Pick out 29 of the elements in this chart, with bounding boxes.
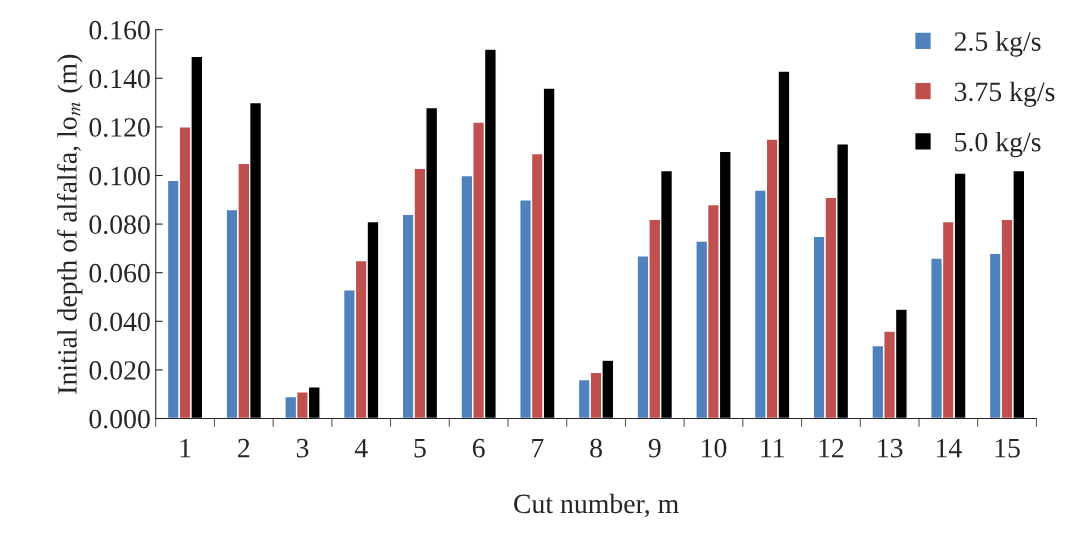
y-tick-label: 0.100: [89, 166, 150, 186]
y-tick-label: 0.080: [89, 215, 150, 235]
x-tick-label: 4: [354, 438, 368, 458]
x-tick-label: 9: [648, 438, 661, 458]
x-tick-label: 2: [238, 438, 250, 458]
y-axis-title: Initial depth of alfalfa, lo$_{m}$ (m): [56, 54, 83, 394]
y-tick-label: 0.160: [89, 20, 150, 40]
x-tick-label: 5: [414, 439, 426, 458]
x-tick-label: 8: [590, 438, 602, 458]
x-tick-label: 3: [296, 438, 309, 458]
y-tick-label: 0.000: [89, 409, 150, 429]
y-tick-label: 0.120: [89, 118, 150, 137]
x-tick-label: 15: [995, 438, 1020, 458]
y-tick-label: 0.040: [89, 312, 150, 332]
x-tick-label: 14: [936, 438, 962, 458]
x-tick-label: 12: [819, 438, 844, 458]
x-tick-label: 13: [878, 438, 903, 458]
y-tick-label: 0.060: [89, 263, 150, 283]
x-axis-title: Cut number, m: [514, 493, 679, 518]
x-tick-label: 1: [180, 438, 191, 458]
x-tick-label: 10: [702, 438, 727, 458]
y-tick-label: 0.020: [89, 361, 150, 380]
x-tick-label: 6: [472, 438, 485, 458]
legend-label: 3.75 kg/s: [954, 81, 1055, 107]
legend-label: 2.5 kg/s: [954, 31, 1041, 57]
y-tick-label: 0.140: [89, 69, 150, 89]
x-tick-label: 11: [761, 438, 784, 458]
legend-label: 5.0 kg/s: [955, 131, 1041, 158]
x-tick-label: 7: [532, 439, 544, 458]
